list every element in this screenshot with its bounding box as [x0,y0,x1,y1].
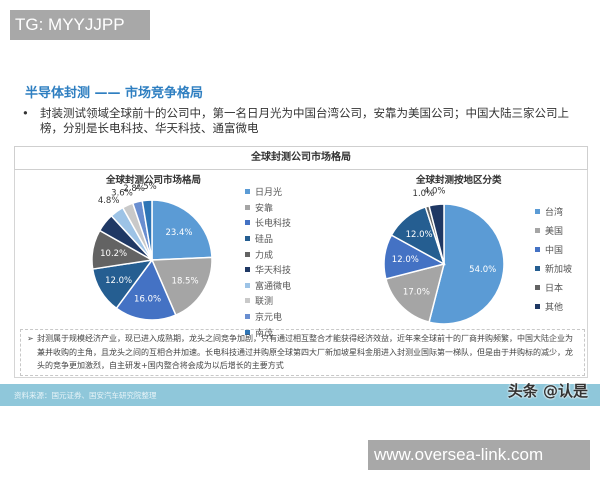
legend-label: 美国 [545,227,564,237]
legend-label: 日本 [545,284,564,294]
legend-item: 京元电 [245,309,291,325]
legend-swatch-icon [245,267,250,273]
pie-slice [384,262,446,324]
pie-slice [151,199,213,261]
chart-title: 全球封测公司市场格局 [106,175,202,186]
arrow-bullet-icon: ➢ [27,334,34,343]
slice-label: 54.0% [469,265,496,275]
source-bar: 资料来源：国元证券、国安汽车研究院整理 头条 @认是 [0,382,600,406]
legend-label: 联测 [255,297,274,308]
company-share-pie: 23.4% 18.5% 16.0%12.0% 10.2% 4.8%3.6%2.8%2.5… [91,182,213,321]
legend-item: 长电科技 [245,215,291,231]
slice-label: 12.0% [105,276,132,286]
page-title: 半导体封测 —— 市场竞争格局 [25,86,204,101]
legend-swatch-icon [535,228,540,233]
legend-item: 安靠 [245,200,291,216]
legend-item: 美国 [535,221,572,240]
summary-bullet: • 封装测试领域全球前十的公司中，第一名日月光为中国台湾公司，安靠为美国公司；中… [22,106,582,136]
legend-label: 长电科技 [255,219,292,230]
slice-label: 17.0% [403,288,430,298]
legend-item: 日本 [535,278,572,297]
legend-label: 华天科技 [255,266,292,277]
pie-slice [428,203,445,265]
legend-swatch-icon [245,298,250,304]
region-share-pie: 54.0% 17.0% 12.0% 12.0% 1.0%4.0% [383,187,505,325]
legend-item: 日月光 [245,184,291,200]
slice-label: 23.4% [165,228,192,238]
legend-label: 台湾 [545,208,564,218]
legend-label: 力成 [255,250,274,261]
company-share-chart: 全球封测公司市场格局 23.4% 18.5% 16.0% 12.0% 10.2% 4.8%… [62,172,312,339]
site-badge: www.oversea-link.com [368,440,590,470]
slice-label: 1.0% [413,189,435,199]
chart-title: 全球封测按地区分类 [416,175,502,186]
legend-label: 安靠 [255,203,274,214]
legend-swatch-icon [535,304,540,309]
legend-swatch-icon [245,220,250,226]
legend-label: 富通微电 [255,281,292,292]
slice-label: 16.0% [134,295,161,305]
legend-label: 中国 [545,246,564,256]
bullet-text: 封装测试领域全球前十的公司中，第一名日月光为中国台湾公司，安靠为美国公司；中国大… [40,106,569,135]
slice-label: 12.0% [392,255,419,265]
legend-item: 硅品 [245,231,291,247]
legend-swatch-icon [245,251,250,257]
legend-item: 台湾 [535,202,572,221]
legend-swatch-icon [535,266,540,271]
pie-slice [115,258,177,321]
legend-label: 京元电 [255,313,283,324]
region-share-chart: 全球封测按地区分类 54.0% 17.0% 12.0% 12.0% 1.0% 4.0% 台… [318,172,578,326]
slice-label: 3.6% [111,188,133,198]
legend-item: 联测 [245,293,291,309]
legend-swatch-icon [245,282,250,288]
legend-label: 硅品 [255,235,274,246]
bullet-marker: • [22,106,29,120]
legend-item: 新加坡 [535,259,572,278]
legend-item: 力成 [245,246,291,262]
legend-swatch-icon [245,329,250,335]
charts-box-header: 全球封测公司市场格局 [14,146,588,170]
source-text: 资料来源：国元证券、国安汽车研究院整理 [14,391,157,400]
region-share-legend: 台湾美国中国新加坡日本其他 [535,202,572,316]
legend-label: 其他 [545,303,564,313]
note-text: 封测属于规模经济产业，现已进入成熟期，龙头之间竞争加剧，只有通过相互整合才能获得… [37,334,573,370]
legend-swatch-icon [245,236,250,242]
legend-swatch-icon [535,285,540,290]
legend-item: 富通微电 [245,278,291,294]
analysis-note: ➢ 封测属于规模经济产业，现已进入成熟期，龙头之间竞争加剧，只有通过相互整合才能… [20,329,585,376]
legend-label: 日月光 [255,188,283,199]
legend-label: 南茂 [255,328,274,339]
slice-label: 4.8% [98,196,120,206]
legend-item: 华天科技 [245,262,291,278]
legend-item: 中国 [535,240,572,259]
pie-slice [428,203,505,325]
legend-swatch-icon [245,314,250,320]
tg-badge: TG: MYYJJPP [10,10,150,40]
legend-swatch-icon [535,247,540,252]
legend-item: 其他 [535,297,572,316]
legend-swatch-icon [535,209,540,214]
pie-slice [150,256,213,317]
slice-label: 2.5% [135,182,157,192]
toutiao-watermark: 头条 @认是 [507,382,588,400]
slice-label: 10.2% [100,249,127,259]
legend-swatch-icon [245,204,250,210]
slice-label: 4.0% [424,187,446,197]
company-share-legend: 日月光安靠长电科技硅品力成华天科技富通微电联测京元电南茂 [245,184,291,340]
legend-label: 新加坡 [545,265,573,275]
legend-item: 南茂 [245,324,291,340]
slice-label: 18.5% [172,277,199,287]
pie-slice [141,199,153,261]
slice-label: 12.0% [406,230,433,240]
slice-label: 2.8% [123,184,145,194]
legend-swatch-icon [245,189,250,195]
